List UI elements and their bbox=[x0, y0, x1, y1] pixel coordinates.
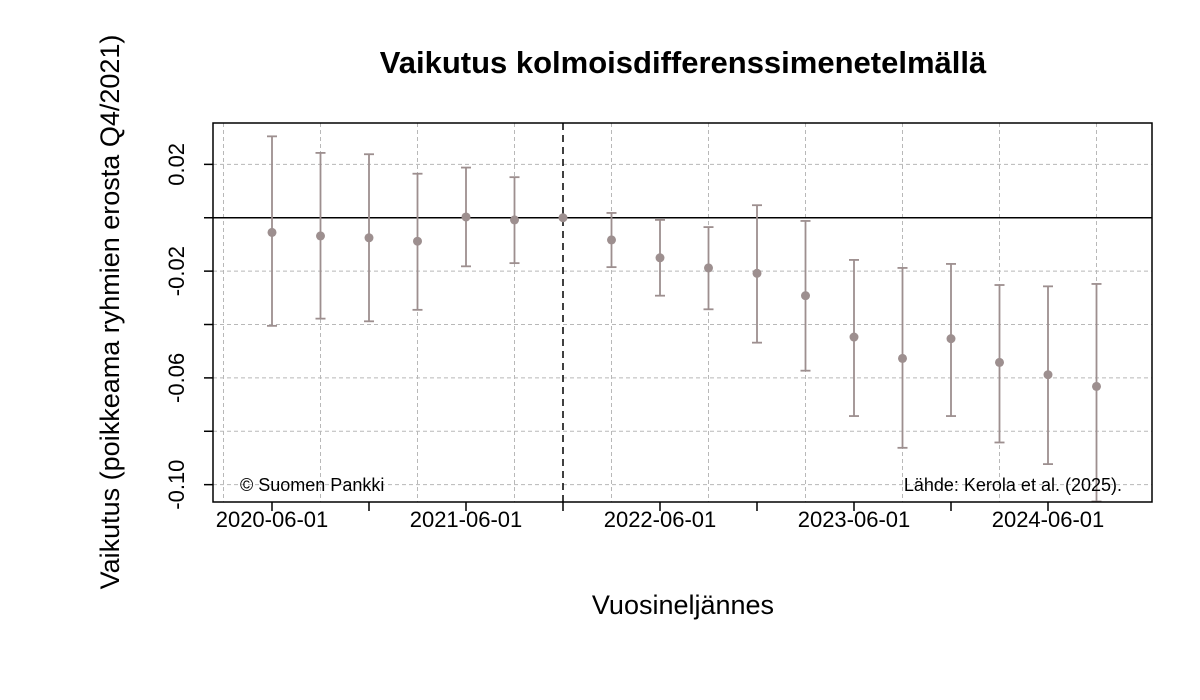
x-tick-label: 2022-06-01 bbox=[604, 507, 717, 532]
x-axis-label: Vuosineljännes bbox=[592, 590, 774, 620]
x-tick-label: 2024-06-01 bbox=[992, 507, 1105, 532]
estimate-point bbox=[607, 235, 616, 245]
grid-lines bbox=[213, 123, 1152, 502]
y-axis-ticks: 0.02 -0.02 -0.06 -0.10 bbox=[164, 143, 213, 510]
x-tick-label: 2021-06-01 bbox=[410, 507, 523, 532]
x-axis-ticks: 2020-06-01 2021-06-01 2022-06-01 2023-06-01… bbox=[216, 502, 1105, 532]
estimate-point bbox=[267, 227, 277, 237]
estimate-point bbox=[364, 233, 374, 243]
y-axis-label: Vaikutus (poikkeama ryhmien erosta Q4/20… bbox=[95, 35, 125, 590]
x-tick-label: 2023-06-01 bbox=[798, 507, 911, 532]
plot-frame bbox=[212, 122, 1153, 503]
estimate-point bbox=[752, 268, 762, 278]
chart-title: Vaikutus kolmoisdifferenssimenetelmällä bbox=[380, 45, 987, 80]
y-tick-label: -0.10 bbox=[164, 460, 189, 510]
estimate-point bbox=[413, 236, 422, 246]
estimate-point bbox=[849, 332, 859, 342]
estimate-point bbox=[704, 263, 713, 273]
y-tick-label: -0.02 bbox=[164, 246, 189, 296]
source-note: Lähde: Kerola et al. (2025). bbox=[904, 475, 1122, 495]
estimate-point bbox=[461, 212, 471, 222]
y-tick-label: -0.06 bbox=[164, 353, 189, 403]
estimate-point bbox=[801, 291, 810, 301]
estimate-point bbox=[655, 253, 665, 263]
x-tick-label: 2020-06-01 bbox=[216, 507, 329, 532]
point-estimates bbox=[267, 212, 1101, 391]
estimate-point bbox=[1092, 381, 1101, 391]
estimate-point bbox=[995, 357, 1004, 367]
estimate-point bbox=[510, 215, 519, 225]
estimate-point bbox=[898, 353, 907, 363]
estimate-point bbox=[316, 231, 325, 241]
copyright-note: © Suomen Pankki bbox=[240, 475, 384, 495]
estimate-point bbox=[946, 334, 956, 344]
estimate-point bbox=[558, 213, 568, 223]
estimate-point bbox=[1043, 370, 1053, 380]
y-tick-label: 0.02 bbox=[164, 143, 189, 186]
error-bars bbox=[267, 135, 1102, 503]
